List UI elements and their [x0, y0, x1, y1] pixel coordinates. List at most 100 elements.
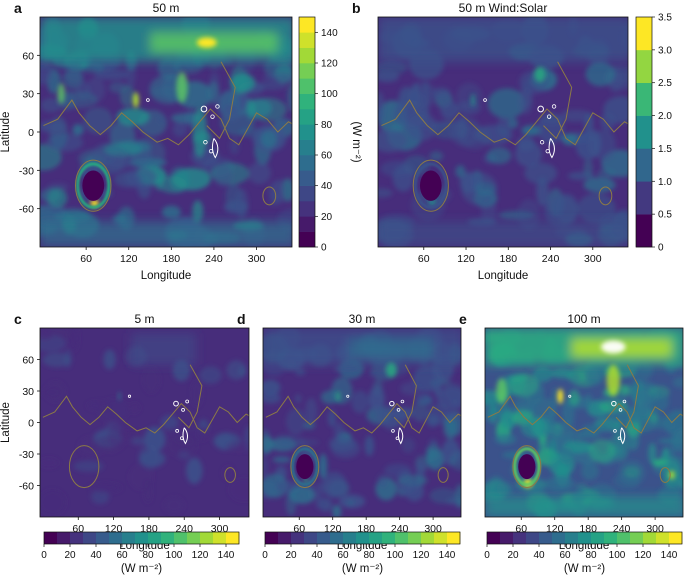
colorbar-frame	[486, 531, 683, 545]
wind-streak	[508, 372, 539, 397]
wind-streak	[585, 61, 616, 87]
colorbar-tick-label: 100	[609, 550, 626, 561]
argyre-contour	[598, 186, 613, 206]
wind-streak	[305, 397, 318, 425]
wind-streak	[40, 120, 67, 133]
hellas-basin	[419, 170, 442, 201]
x-tick-label: 60	[72, 523, 84, 535]
panel-title: 100 m	[567, 312, 600, 326]
wind-streak	[521, 125, 542, 136]
wind-streak	[351, 390, 369, 414]
colorbar-segment	[200, 532, 214, 544]
wind-streak	[156, 115, 166, 125]
wind-streak	[668, 479, 682, 493]
colorbar-segment	[526, 532, 540, 544]
y-tick-label: 30	[22, 89, 34, 101]
wind-streak	[562, 133, 578, 146]
colorbar-segment	[656, 532, 670, 544]
colorbar-segment	[299, 216, 315, 232]
latitude-band	[378, 221, 628, 247]
volcano-outline	[622, 399, 627, 404]
colorbar-tick-label: 2.0	[658, 111, 672, 122]
colorbar-segment	[291, 532, 305, 544]
colorbar-segment	[57, 532, 71, 544]
wind-streak	[287, 82, 292, 113]
coastline	[381, 99, 628, 146]
colorbar-segment	[83, 532, 97, 544]
map-area-d	[263, 328, 461, 517]
wind-streak	[474, 182, 496, 196]
wind-streak	[318, 453, 328, 479]
wind-streak	[40, 97, 61, 113]
colorbar-segment	[552, 532, 566, 544]
tharsis-contour	[206, 61, 236, 140]
map-area-e	[485, 328, 683, 517]
y-tick-label: 30	[22, 386, 34, 398]
polar-bands	[40, 17, 292, 247]
wind-streak	[384, 463, 412, 478]
volcano-outline	[175, 429, 180, 433]
wind-streak	[648, 442, 657, 464]
wind-streak	[455, 165, 466, 178]
wind-streak	[172, 359, 191, 382]
hellas-basin	[518, 454, 536, 480]
colorbar-tick-label: 40	[90, 550, 102, 561]
volcano-outline	[203, 140, 208, 145]
colorbar-tick-label: 140	[661, 550, 678, 561]
y-tick-label: -60	[19, 481, 34, 493]
colorbar-tick-label: 0	[658, 243, 664, 254]
panel-title: 5 m	[134, 312, 154, 326]
wind-streak	[248, 162, 271, 185]
wind-streak	[272, 456, 291, 463]
colorbar-segment	[96, 532, 110, 544]
wind-streak	[131, 437, 147, 446]
wind-streak	[185, 457, 203, 485]
olympus-mons-outline	[537, 105, 544, 113]
colorbar-segment	[109, 532, 123, 544]
wind-streak	[230, 73, 255, 92]
wind-streak	[536, 176, 549, 207]
x-tick-label: 60	[515, 523, 527, 535]
wind-streak	[248, 97, 287, 122]
wind-streak	[262, 73, 292, 83]
argyre-contour	[262, 186, 277, 206]
panel-label: d	[237, 311, 246, 327]
wind-streak	[64, 349, 72, 369]
hellas-rim	[413, 162, 448, 209]
colorbar-segment	[174, 532, 188, 544]
colorbar-tick-label: 60	[337, 550, 349, 561]
colorbar-label: (W m⁻²)	[564, 563, 605, 575]
x-tick-label: 60	[418, 253, 430, 265]
wind-streak	[226, 360, 247, 380]
wind-streak	[260, 130, 278, 149]
wind-streak	[380, 160, 414, 177]
colorbar-tick-label: 3.5	[658, 13, 672, 24]
panel-label: a	[14, 0, 22, 16]
colorbar-tick-label: 80	[363, 550, 375, 561]
colorbar-d: 0 20 40 60 80 100 120 140 (W m⁻²)	[262, 531, 461, 575]
colorbar-segment	[299, 63, 315, 79]
colorbar-tick-label: 20	[507, 550, 519, 561]
colorbar-tick-label: 100	[321, 89, 338, 100]
colorbar-segment	[382, 532, 396, 544]
latitude-band	[349, 338, 434, 360]
colorbar-segment	[44, 532, 58, 544]
wind-streak	[499, 410, 517, 430]
elysium-outline	[568, 394, 572, 398]
colorbar-tick-label: 140	[439, 550, 456, 561]
wind-streak	[486, 147, 512, 165]
colorbar-segment	[395, 532, 409, 544]
coastline	[487, 395, 683, 434]
colorbar-tick-label: 60	[116, 550, 128, 561]
wind-streak	[455, 484, 461, 509]
map-area-b	[378, 17, 628, 247]
x-tick-label: 60	[293, 523, 305, 535]
wind-streak	[436, 386, 461, 411]
wind-streak	[583, 159, 593, 178]
colorbar-tick-label: 120	[321, 59, 338, 70]
colorbar-segment	[539, 532, 553, 544]
wind-streak	[83, 107, 113, 135]
colorbar-tick-label: 1.0	[658, 177, 672, 188]
colorbar-segment	[299, 201, 315, 217]
wind-streak	[207, 81, 220, 104]
